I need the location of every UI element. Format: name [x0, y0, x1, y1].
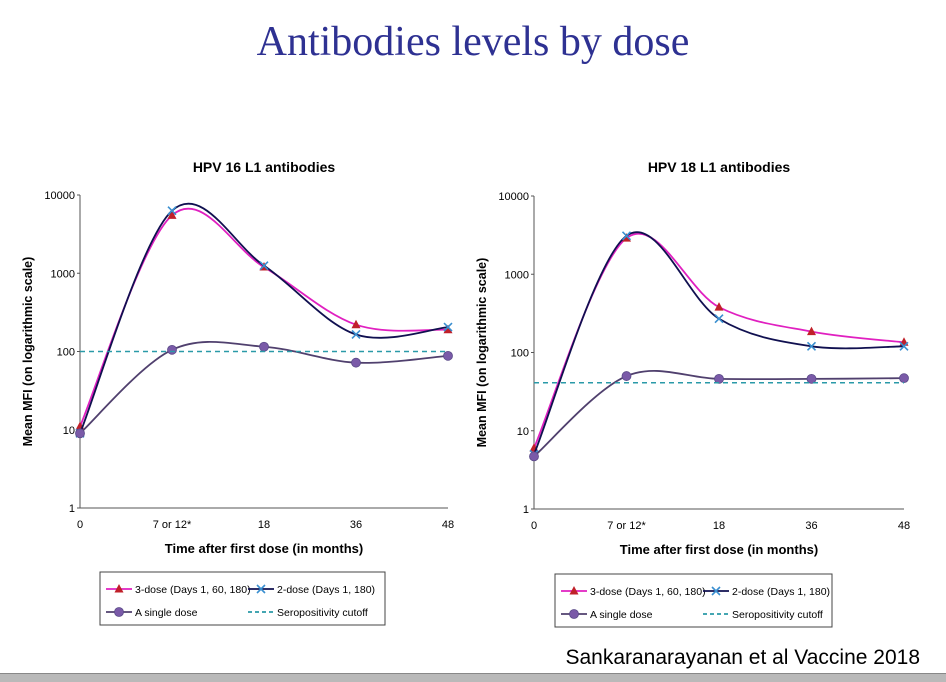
y-tick-label: 10	[63, 425, 75, 437]
slide-title: Antibodies levels by dose	[256, 19, 690, 65]
data-point	[351, 357, 361, 368]
x-tick-label: 0	[531, 520, 537, 532]
series-2-dose-days-1-180-	[529, 231, 909, 459]
x-tick-label: 36	[350, 519, 362, 531]
legend-label: A single dose	[135, 607, 198, 619]
data-point	[167, 206, 177, 216]
series-a-single-dose	[529, 369, 909, 462]
legend-label: Seropositivity cutoff	[277, 607, 368, 619]
data-point	[259, 261, 269, 271]
data-point	[714, 314, 724, 324]
x-tick-label: 0	[77, 519, 83, 531]
y-tick-label: 10000	[498, 191, 529, 203]
x-tick-label: 36	[805, 520, 817, 532]
data-point	[622, 233, 631, 242]
legend-marker	[114, 584, 124, 593]
y-tick-label: 100	[511, 348, 529, 360]
series-3-dose-days-1-60-180-	[75, 207, 453, 431]
data-point	[443, 322, 453, 332]
legend-box	[99, 571, 386, 626]
x-tick-label: 7 or 12*	[607, 520, 646, 532]
data-point	[714, 302, 724, 311]
x-axis-label: Time after first dose (in months)	[165, 541, 363, 556]
chart-title: HPV 18 L1 antibodies	[648, 159, 791, 175]
data-point	[714, 373, 724, 384]
y-tick-label: 1	[69, 503, 75, 515]
y-tick-label: 1000	[51, 268, 75, 280]
legend-label: Seropositivity cutoff	[732, 609, 823, 621]
data-point	[529, 451, 539, 462]
legend: 3-dose (Days 1, 60, 180) 2-dose (Days 1, …	[554, 573, 833, 628]
data-point	[351, 329, 361, 340]
y-tick-label: 10	[517, 426, 529, 438]
series-line	[79, 207, 449, 427]
data-point	[621, 231, 632, 241]
y-tick-label: 1000	[505, 269, 529, 281]
data-point	[807, 326, 816, 336]
data-point	[167, 210, 177, 219]
chart-2: HPV 18 L1 antibodies 1 10 100 1000 10000 0 7 or…	[475, 159, 910, 628]
data-point	[75, 428, 85, 439]
y-axis-label: Mean MFI (on logarithmic scale)	[21, 257, 35, 447]
x-tick-label: 48	[442, 519, 454, 531]
bottom-bar	[0, 673, 946, 682]
data-point	[259, 341, 269, 352]
data-point	[899, 341, 909, 351]
chart-1: HPV 16 L1 antibodies 1 10 100 1000 10000 0 7 or…	[21, 159, 454, 626]
legend-label: 3-dose (Days 1, 60, 180)	[135, 584, 251, 596]
data-point	[806, 373, 817, 384]
chart-title: HPV 16 L1 antibodies	[193, 159, 336, 175]
data-point	[443, 350, 453, 361]
legend-marker	[114, 607, 124, 617]
legend-marker	[569, 586, 579, 595]
legend-marker	[256, 584, 266, 594]
series-2-dose-days-1-180-	[75, 202, 453, 438]
series-a-single-dose	[75, 341, 453, 439]
x-axis-label: Time after first dose (in months)	[620, 542, 818, 557]
y-tick-label: 100	[57, 347, 75, 359]
y-tick-label: 10000	[44, 190, 75, 202]
data-point	[167, 344, 177, 355]
series-line	[79, 202, 449, 434]
series-3-dose-days-1-60-180-	[529, 232, 909, 452]
series-line	[533, 231, 905, 455]
legend-label: A single dose	[590, 609, 653, 621]
y-tick-label: 1	[523, 504, 529, 516]
source-citation: Sankaranarayanan et al Vaccine 2018	[565, 646, 920, 669]
legend: 3-dose (Days 1, 60, 180) 2-dose (Days 1, …	[99, 571, 386, 626]
legend-marker	[711, 586, 721, 596]
y-axis-label: Mean MFI (on logarithmic scale)	[475, 258, 489, 448]
data-point	[443, 324, 453, 334]
data-point	[351, 319, 361, 329]
legend-label: 2-dose (Days 1, 180)	[277, 584, 375, 596]
data-point	[899, 373, 909, 384]
x-tick-label: 48	[898, 520, 910, 532]
data-point	[806, 341, 817, 351]
legend-marker	[569, 609, 579, 619]
legend-label: 2-dose (Days 1, 180)	[732, 586, 830, 598]
legend-label: 3-dose (Days 1, 60, 180)	[590, 586, 706, 598]
series-line	[79, 341, 449, 434]
series-line	[533, 232, 905, 449]
x-tick-label: 18	[258, 519, 270, 531]
x-tick-label: 18	[713, 520, 725, 532]
data-point	[621, 371, 632, 381]
x-tick-label: 7 or 12*	[153, 519, 192, 531]
legend-box	[554, 573, 833, 628]
